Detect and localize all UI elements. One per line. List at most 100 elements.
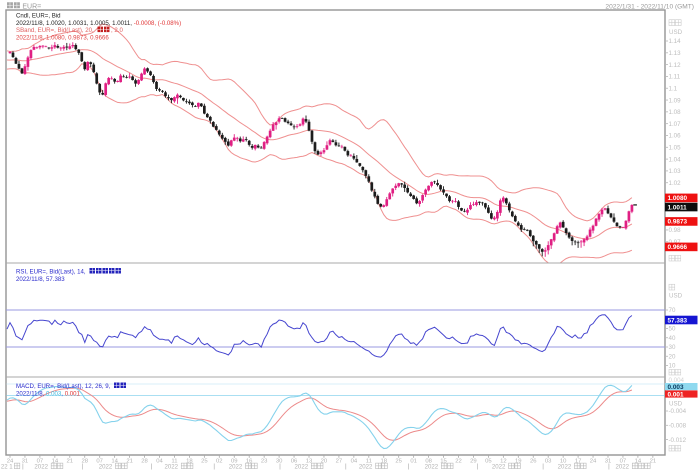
svg-text:1.1: 1.1 bbox=[669, 85, 678, 92]
svg-text:2022: 2022 bbox=[359, 464, 373, 471]
svg-text:03: 03 bbox=[545, 458, 552, 464]
svg-text:1.14: 1.14 bbox=[669, 38, 682, 45]
svg-text:57.383: 57.383 bbox=[668, 317, 688, 324]
svg-text:24: 24 bbox=[7, 458, 14, 464]
svg-text:USD: USD bbox=[669, 401, 683, 408]
svg-text:1.04: 1.04 bbox=[669, 156, 682, 163]
svg-text:11: 11 bbox=[171, 458, 177, 464]
svg-text:21: 21 bbox=[67, 458, 74, 464]
svg-text:12: 12 bbox=[500, 458, 507, 464]
svg-text:14: 14 bbox=[111, 458, 118, 464]
svg-text:Cndl, EUR=, Bid: Cndl, EUR=, Bid bbox=[16, 13, 61, 20]
svg-text:06: 06 bbox=[291, 458, 298, 464]
svg-text:18: 18 bbox=[380, 458, 387, 464]
svg-text:2022: 2022 bbox=[229, 464, 243, 471]
svg-text:10: 10 bbox=[669, 363, 676, 370]
svg-text:1.12: 1.12 bbox=[669, 62, 682, 69]
svg-text:07: 07 bbox=[96, 458, 103, 464]
svg-text:USD: USD bbox=[669, 29, 683, 36]
svg-text:17: 17 bbox=[575, 458, 582, 464]
svg-text:-0.008: -0.008 bbox=[669, 423, 687, 430]
svg-text:02: 02 bbox=[216, 458, 223, 464]
svg-text:1.07: 1.07 bbox=[669, 121, 682, 128]
svg-text:2022/11/8, 1.0080, 0.9873, 0.9: 2022/11/8, 1.0080, 0.9873, 0.9666 bbox=[16, 34, 109, 41]
svg-text:07: 07 bbox=[37, 458, 44, 464]
svg-text:0.004: 0.004 bbox=[669, 377, 685, 384]
svg-text:24: 24 bbox=[590, 458, 597, 464]
svg-text:14: 14 bbox=[635, 458, 642, 464]
svg-text:-0.012: -0.012 bbox=[669, 437, 687, 444]
svg-text:07: 07 bbox=[620, 458, 627, 464]
svg-text:14: 14 bbox=[52, 458, 59, 464]
svg-text:0.9873: 0.9873 bbox=[668, 219, 688, 226]
svg-text:2022: 2022 bbox=[616, 464, 630, 471]
svg-text:1.05: 1.05 bbox=[669, 144, 682, 151]
svg-text:2022: 2022 bbox=[492, 464, 506, 471]
svg-text:28: 28 bbox=[141, 458, 148, 464]
svg-text:, 2.0: , 2.0 bbox=[111, 27, 123, 34]
svg-text:31: 31 bbox=[22, 458, 29, 464]
svg-text:0.97: 0.97 bbox=[669, 239, 682, 246]
svg-text:30: 30 bbox=[669, 344, 676, 351]
svg-text:-0.004: -0.004 bbox=[669, 408, 687, 415]
svg-text:09: 09 bbox=[231, 458, 238, 464]
svg-text:16: 16 bbox=[246, 458, 253, 464]
svg-text:USD: USD bbox=[669, 293, 683, 300]
svg-text:28: 28 bbox=[81, 458, 88, 464]
svg-text:2022: 2022 bbox=[295, 464, 309, 471]
svg-text:31: 31 bbox=[605, 458, 612, 464]
svg-text:0.001: 0.001 bbox=[668, 391, 684, 398]
svg-text:18: 18 bbox=[186, 458, 193, 464]
svg-text:1.06: 1.06 bbox=[669, 133, 682, 140]
svg-text:1.03: 1.03 bbox=[669, 168, 682, 175]
svg-text:15: 15 bbox=[440, 458, 447, 464]
svg-text:2022: 2022 bbox=[165, 464, 179, 471]
svg-text:23: 23 bbox=[261, 458, 268, 464]
svg-text:05: 05 bbox=[485, 458, 492, 464]
svg-text:40: 40 bbox=[669, 335, 676, 342]
svg-text:11: 11 bbox=[366, 458, 372, 464]
svg-text:70: 70 bbox=[669, 307, 676, 314]
svg-text:04: 04 bbox=[156, 458, 163, 464]
svg-text:MACD, EUR=, Bid(Last), 12, 26: MACD, EUR=, Bid(Last), 12, 26, 9, bbox=[16, 383, 111, 390]
svg-text:04: 04 bbox=[351, 458, 358, 464]
svg-text:1.02: 1.02 bbox=[669, 180, 682, 187]
svg-text:20: 20 bbox=[321, 458, 328, 464]
svg-text:EUR=: EUR= bbox=[22, 4, 41, 11]
svg-text:0.9666: 0.9666 bbox=[668, 244, 688, 251]
svg-text:0.003: 0.003 bbox=[668, 384, 684, 391]
svg-text:1.08: 1.08 bbox=[669, 109, 682, 116]
svg-text:29: 29 bbox=[470, 458, 477, 464]
svg-text:2022/11/8, 0.003, 0.001: 2022/11/8, 0.003, 0.001 bbox=[16, 390, 81, 397]
svg-text:10: 10 bbox=[560, 458, 567, 464]
svg-text:0.98: 0.98 bbox=[669, 227, 682, 234]
svg-text:25: 25 bbox=[395, 458, 402, 464]
svg-text:2022/1/31 - 2022/11/10 (GMT): 2022/1/31 - 2022/11/10 (GMT) bbox=[605, 4, 694, 11]
svg-text:21: 21 bbox=[126, 458, 133, 464]
svg-text:25: 25 bbox=[201, 458, 208, 464]
svg-text:30: 30 bbox=[276, 458, 283, 464]
svg-text:1.0080: 1.0080 bbox=[668, 195, 688, 202]
svg-text:1.11: 1.11 bbox=[669, 74, 681, 81]
svg-text:19: 19 bbox=[515, 458, 522, 464]
svg-text:21: 21 bbox=[650, 458, 657, 464]
svg-text:2022/11/8, 57.383: 2022/11/8, 57.383 bbox=[16, 276, 65, 283]
svg-text:1.09: 1.09 bbox=[669, 97, 682, 104]
svg-text:50: 50 bbox=[669, 326, 676, 333]
svg-text:2022: 2022 bbox=[99, 464, 113, 471]
svg-text:1.13: 1.13 bbox=[669, 50, 682, 57]
svg-text:27: 27 bbox=[336, 458, 343, 464]
svg-text:08: 08 bbox=[425, 458, 432, 464]
svg-text:22 1: 22 1 bbox=[1, 464, 13, 471]
svg-text:2022: 2022 bbox=[425, 464, 439, 471]
svg-text:20: 20 bbox=[669, 353, 676, 360]
svg-text:2022/11/8, 1.0020, 1.0031, 1.0: 2022/11/8, 1.0020, 1.0031, 1.0005, 1.001… bbox=[16, 20, 181, 27]
svg-text:22: 22 bbox=[455, 458, 462, 464]
svg-text:SBand, EUR=, Bid(Last), 20,: SBand, EUR=, Bid(Last), 20, bbox=[16, 27, 94, 34]
svg-text:1.0011: 1.0011 bbox=[668, 204, 688, 211]
svg-text:26: 26 bbox=[530, 458, 537, 464]
svg-text:13: 13 bbox=[306, 458, 313, 464]
svg-text:RSI, EUR=, Bid(Last), 14,: RSI, EUR=, Bid(Last), 14, bbox=[16, 269, 86, 276]
svg-text:2022: 2022 bbox=[34, 464, 48, 471]
svg-text:2022: 2022 bbox=[558, 464, 572, 471]
